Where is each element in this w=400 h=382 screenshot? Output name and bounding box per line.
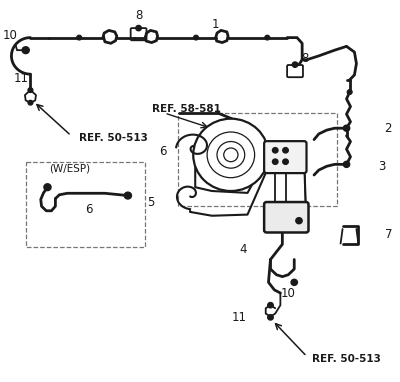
Circle shape <box>194 35 198 40</box>
Circle shape <box>283 147 288 153</box>
Circle shape <box>28 88 33 92</box>
FancyBboxPatch shape <box>264 141 306 173</box>
Circle shape <box>136 26 141 31</box>
Circle shape <box>265 35 270 40</box>
Circle shape <box>283 159 288 164</box>
Circle shape <box>347 90 352 94</box>
Text: 10: 10 <box>281 286 296 299</box>
Circle shape <box>272 159 278 164</box>
Circle shape <box>343 125 350 131</box>
Circle shape <box>193 119 268 191</box>
Circle shape <box>44 184 51 191</box>
Text: 4: 4 <box>239 243 247 256</box>
Circle shape <box>124 192 132 199</box>
FancyBboxPatch shape <box>264 202 308 233</box>
Circle shape <box>77 35 82 40</box>
Circle shape <box>291 279 298 285</box>
Circle shape <box>296 218 302 224</box>
Text: 3: 3 <box>378 160 386 173</box>
Text: (W/ESP): (W/ESP) <box>49 163 90 173</box>
Circle shape <box>268 315 273 320</box>
Text: REF. 58-581: REF. 58-581 <box>152 104 221 114</box>
Text: REF. 50-513: REF. 50-513 <box>312 354 380 364</box>
Text: REF. 50-513: REF. 50-513 <box>79 133 148 143</box>
Text: 6: 6 <box>159 144 166 157</box>
Text: 11: 11 <box>14 72 29 85</box>
Circle shape <box>22 47 29 53</box>
Text: 8: 8 <box>301 52 308 65</box>
Text: 2: 2 <box>384 122 392 135</box>
Circle shape <box>292 62 298 67</box>
Text: 11: 11 <box>232 311 247 324</box>
Text: 6: 6 <box>85 203 92 216</box>
Text: 5: 5 <box>147 196 154 209</box>
Text: 10: 10 <box>2 29 17 42</box>
Circle shape <box>268 303 273 308</box>
Circle shape <box>272 147 278 153</box>
Circle shape <box>28 100 33 105</box>
Text: 8: 8 <box>135 9 142 22</box>
Text: 7: 7 <box>385 228 393 241</box>
Circle shape <box>343 161 350 167</box>
Text: 1: 1 <box>212 18 220 31</box>
Text: 9: 9 <box>287 215 294 228</box>
